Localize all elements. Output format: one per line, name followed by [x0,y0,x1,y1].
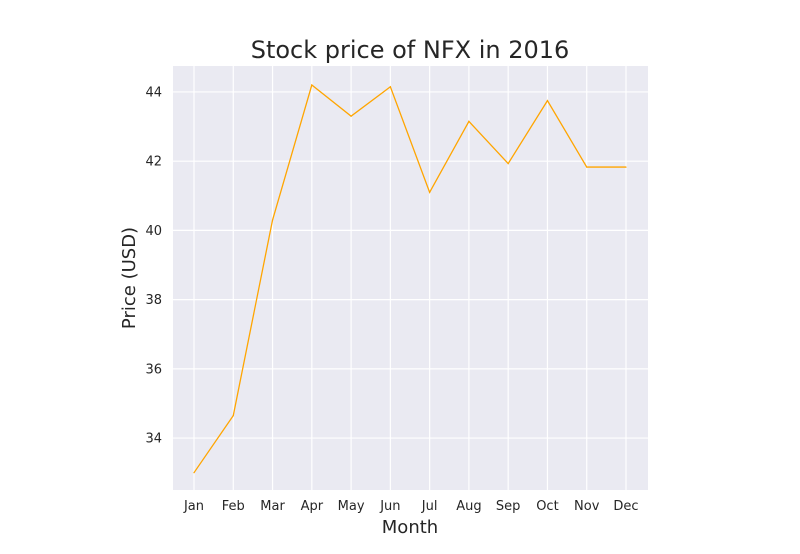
chart-title: Stock price of NFX in 2016 [251,36,570,64]
y-axis-ticks: 34 36 38 40 42 44 [145,85,162,446]
data-point [468,120,470,122]
x-tick-label: Jul [421,499,438,514]
y-axis-title: Price (USD) [119,227,140,329]
data-point [232,414,234,417]
y-tick-label: 36 [145,362,162,377]
data-point [311,84,313,86]
data-point [271,219,274,221]
x-axis-ticks: Jan Feb Mar Apr May Jun Jul Aug Sep Oct Nov Dec [183,499,639,514]
plot-area [173,66,648,490]
x-tick-label: Aug [456,499,481,514]
data-point [193,472,195,474]
x-axis-title: Month [382,517,438,538]
x-tick-label: Feb [222,499,245,514]
series-layer [193,83,627,474]
x-tick-label: May [338,499,365,514]
x-tick-label: Dec [613,499,638,514]
y-tick-label: 44 [145,85,162,100]
data-point [586,166,588,168]
data-point [625,166,627,168]
x-tick-label: Jan [183,499,204,514]
x-tick-label: Oct [536,499,558,514]
data-point [507,163,509,165]
x-tick-label: Mar [260,499,285,514]
x-tick-label: Apr [301,499,324,514]
x-tick-label: Jun [379,499,400,514]
y-tick-label: 34 [145,432,162,447]
series-line [193,83,626,474]
x-tick-label: Sep [496,499,521,514]
y-tick-label: 42 [145,155,162,170]
data-point [389,86,391,88]
data-point [546,100,549,102]
grid-lines [173,66,648,490]
y-tick-label: 40 [145,224,162,239]
y-tick-label: 38 [145,293,162,308]
data-point [429,191,431,193]
x-tick-label: Nov [574,499,600,514]
data-point [350,115,352,117]
